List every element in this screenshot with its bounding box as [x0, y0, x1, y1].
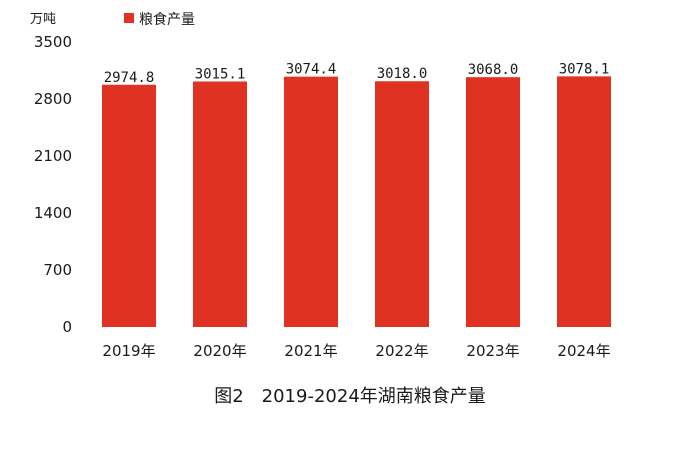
bar: [284, 76, 338, 327]
y-tick-label: 700: [43, 261, 72, 279]
x-tick-label: 2022年: [375, 342, 428, 360]
bars: [102, 76, 611, 328]
x-axis-ticks: 2019年 2020年 2021年 2022年 2023年 2024年: [102, 342, 610, 360]
y-tick-label: 2100: [34, 147, 72, 165]
bar: [466, 77, 520, 327]
bar: [193, 81, 247, 327]
legend-swatch: [124, 13, 134, 23]
y-tick-label: 0: [62, 318, 72, 336]
data-labels: 2974.8 3015.1 3074.4 3018.0 3068.0 3078.1: [104, 61, 610, 85]
x-tick-label: 2020年: [193, 342, 246, 360]
bar: [557, 76, 611, 328]
legend-label: 粮食产量: [139, 11, 195, 28]
y-tick-label: 1400: [34, 204, 72, 222]
bar: [375, 81, 429, 328]
data-label: 3074.4: [286, 62, 337, 78]
data-label: 2974.8: [104, 70, 155, 86]
y-tick-label: 3500: [34, 33, 72, 51]
data-label: 3015.1: [195, 66, 246, 82]
y-tick-label: 2800: [34, 90, 72, 108]
legend: 粮食产量: [124, 11, 195, 28]
data-label: 3068.0: [468, 62, 519, 78]
bar: [102, 84, 156, 327]
data-label: 3018.0: [377, 66, 428, 82]
x-tick-label: 2021年: [284, 342, 337, 360]
chart-caption: 图2 2019-2024年湖南粮食产量: [214, 386, 486, 407]
y-axis-ticks: 0 700 1400 2100 2800 3500: [34, 33, 72, 336]
x-tick-label: 2024年: [557, 342, 610, 360]
x-tick-label: 2023年: [466, 342, 519, 360]
data-label: 3078.1: [559, 61, 610, 77]
y-axis-unit: 万吨: [30, 12, 56, 27]
x-tick-label: 2019年: [102, 342, 155, 360]
